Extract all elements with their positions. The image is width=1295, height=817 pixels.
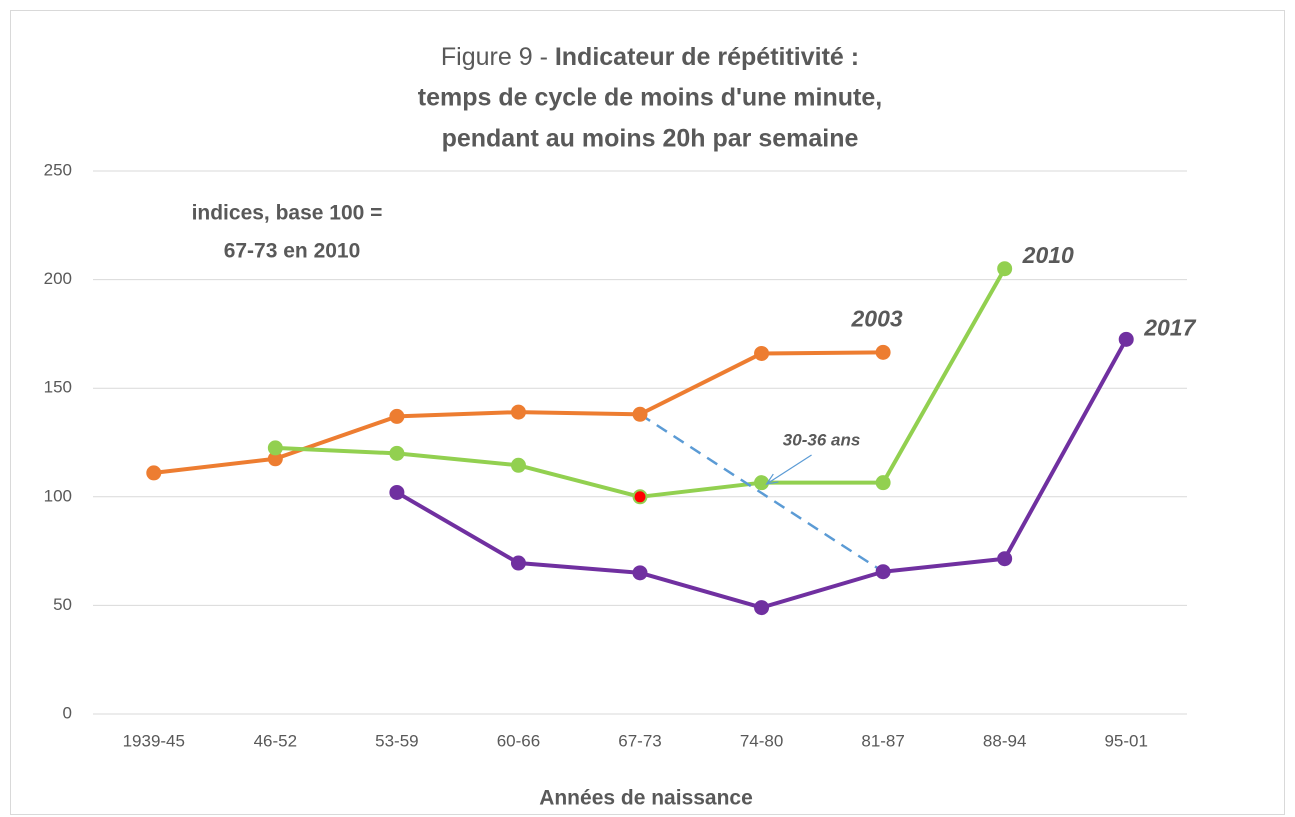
x-axis-title: Années de naissance — [539, 787, 753, 810]
y-tick-label: 150 — [44, 378, 72, 397]
x-tick-label: 1939-45 — [123, 731, 185, 750]
title-line: Indicateur de répétitivité : — [555, 43, 859, 71]
point — [632, 565, 648, 581]
series-label: 2010 — [1022, 242, 1074, 268]
x-tick-label: 81-87 — [861, 731, 904, 750]
note-line: indices, base 100 = — [192, 202, 383, 225]
annotation-arrowhead — [765, 473, 779, 485]
series-label: 2003 — [851, 305, 903, 331]
point — [389, 445, 405, 461]
y-tick-label: 0 — [63, 703, 72, 722]
point — [997, 261, 1013, 277]
chart-title: Figure 9 - Indicateur de répétitivité : — [441, 43, 859, 71]
y-tick-label: 250 — [44, 160, 72, 179]
note-line: 67-73 en 2010 — [224, 240, 361, 263]
x-tick-label: 46-52 — [254, 731, 297, 750]
x-tick-label: 67-73 — [618, 731, 661, 750]
series-label: 2017 — [1143, 314, 1196, 340]
point — [875, 564, 891, 580]
point — [389, 484, 405, 500]
title-line: temps de cycle de moins d'une minute, — [418, 84, 882, 112]
point — [510, 457, 526, 473]
point — [875, 475, 891, 491]
y-tick-label: 100 — [44, 486, 72, 505]
point — [510, 404, 526, 420]
point — [754, 345, 770, 361]
point — [997, 551, 1013, 567]
annotation-arrow — [766, 454, 812, 485]
point — [1118, 331, 1134, 347]
x-tick-label: 95-01 — [1104, 731, 1147, 750]
point — [875, 344, 891, 360]
point — [267, 440, 283, 456]
x-tick-label: 88-94 — [983, 731, 1026, 750]
point — [510, 555, 526, 571]
point — [632, 489, 648, 505]
x-tick-label: 74-80 — [740, 731, 783, 750]
title-prefix: Figure 9 - — [441, 43, 548, 71]
point — [754, 600, 770, 616]
x-tick-label: 60-66 — [497, 731, 540, 750]
point — [146, 465, 162, 481]
title-line: pendant au moins 20h par semaine — [442, 125, 859, 153]
y-tick-label: 200 — [44, 269, 72, 288]
y-tick-label: 50 — [53, 595, 72, 614]
point — [632, 406, 648, 422]
annotation-label: 30-36 ans — [783, 430, 861, 449]
point — [754, 475, 770, 491]
x-tick-label: 53-59 — [375, 731, 418, 750]
point — [389, 408, 405, 424]
annotation-line — [639, 413, 884, 573]
